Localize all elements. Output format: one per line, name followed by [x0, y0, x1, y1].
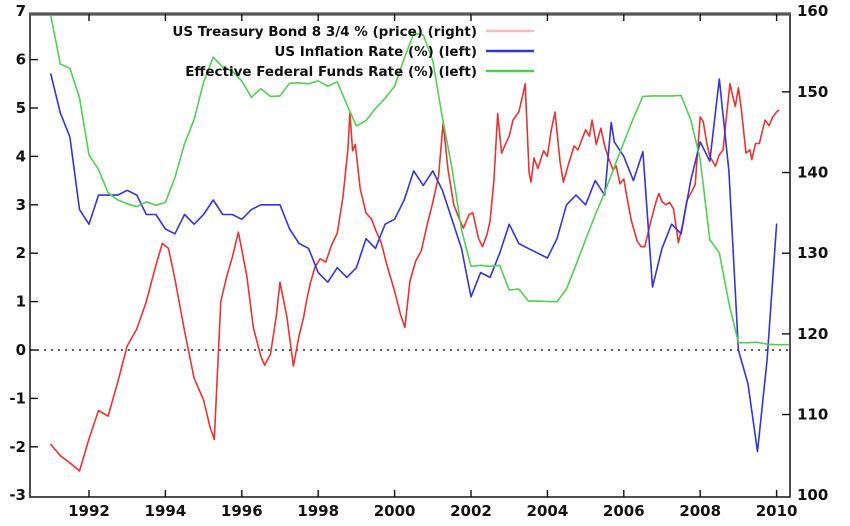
y-left-tick-label: 4	[16, 147, 26, 165]
x-tick-label: 2000	[374, 502, 416, 520]
x-tick-label: 1996	[221, 502, 263, 520]
series-line-1	[49, 73, 778, 453]
y-left-tick-label: 2	[16, 244, 26, 262]
x-tick-label: 2004	[527, 502, 569, 520]
y-left-tick-label: -1	[9, 389, 26, 407]
y-right-tick-label: 130	[797, 244, 828, 262]
y-left-tick-label: 1	[16, 293, 26, 311]
legend-label: Effective Federal Funds Rate (%) (left)	[185, 64, 477, 80]
y-right-tick-label: 160	[797, 2, 828, 20]
legend-label: US Treasury Bond 8 3/4 % (price) (right)	[172, 24, 477, 40]
x-tick-label: 1992	[68, 502, 110, 520]
y-left-tick-label: -3	[9, 486, 26, 504]
x-tick-label: 2010	[756, 502, 798, 520]
x-tick-label: 1998	[297, 502, 339, 520]
y-right-tick-label: 110	[797, 406, 828, 424]
y-left-tick-label: 0	[16, 341, 26, 359]
x-tick-label: 1994	[145, 502, 187, 520]
y-left-tick-label: -2	[9, 438, 26, 456]
legend-label: US Inflation Rate (%) (left)	[274, 44, 477, 60]
y-left-tick-label: 6	[16, 51, 26, 69]
y-right-tick-label: 150	[797, 83, 828, 101]
y-left-tick-label: 3	[16, 196, 26, 214]
y-left-tick-label: 5	[16, 99, 26, 117]
y-left-tick-label: 7	[16, 2, 26, 20]
y-right-tick-label: 100	[797, 486, 828, 504]
x-tick-label: 2002	[450, 502, 492, 520]
series-line-2	[49, 14, 789, 346]
series-line-0	[49, 83, 780, 472]
x-tick-label: 2008	[679, 502, 721, 520]
plot-border	[29, 13, 791, 498]
y-right-tick-label: 140	[797, 164, 828, 182]
x-tick-label: 2006	[603, 502, 645, 520]
y-right-tick-label: 120	[797, 325, 828, 343]
